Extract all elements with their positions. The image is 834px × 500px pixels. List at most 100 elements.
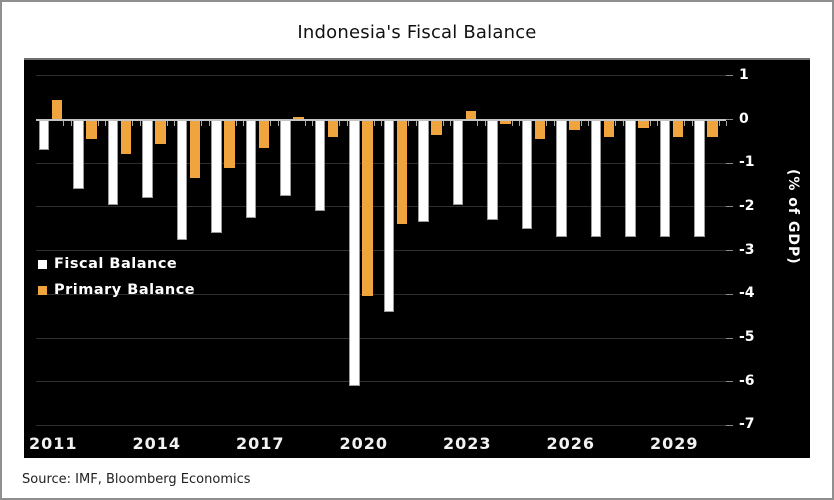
x-tick-mark-a-18 bbox=[684, 120, 685, 126]
bar-fiscal-2018 bbox=[280, 119, 291, 196]
x-tick-mark-b-11 bbox=[450, 120, 451, 126]
y-tick-label--7: -7 bbox=[739, 416, 755, 433]
bar-fiscal-2011 bbox=[38, 119, 49, 151]
legend-item-fiscal-balance: Fiscal Balance bbox=[38, 256, 195, 272]
x-tick-mark-a-2 bbox=[132, 120, 133, 126]
bar-fiscal-2028 bbox=[625, 119, 636, 238]
legend-label-fiscal-balance: Fiscal Balance bbox=[54, 256, 178, 272]
bar-fiscal-2023 bbox=[452, 119, 463, 205]
gridline-y1 bbox=[36, 75, 726, 77]
bar-primary-2018 bbox=[293, 117, 304, 120]
x-tick-mark-a-9 bbox=[373, 120, 375, 126]
y-tick-label-0: 0 bbox=[739, 110, 749, 127]
bar-primary-2028 bbox=[638, 119, 649, 129]
bar-fiscal-2016 bbox=[211, 119, 222, 234]
x-tick-mark-a-3 bbox=[166, 120, 168, 126]
x-tick-label-2020: 2020 bbox=[339, 434, 389, 453]
primary-balance-swatch-icon bbox=[38, 285, 47, 295]
x-tick-mark-a-17 bbox=[649, 120, 651, 126]
x-tick-mark-a-11 bbox=[442, 120, 444, 126]
bar-primary-2016 bbox=[224, 119, 235, 168]
bar-fiscal-2014 bbox=[142, 119, 153, 199]
bar-fiscal-2015 bbox=[176, 119, 187, 240]
gridline-y-6 bbox=[36, 381, 726, 383]
x-tick-label-2011: 2011 bbox=[28, 434, 78, 453]
x-tick-mark-a-19 bbox=[718, 120, 720, 126]
legend-label-primary-balance: Primary Balance bbox=[54, 282, 196, 298]
bar-primary-2027 bbox=[603, 119, 614, 137]
x-tick-label-2017: 2017 bbox=[235, 434, 285, 453]
chart-title: Indonesia's Fiscal Balance bbox=[297, 22, 537, 43]
y-tick-mark--3 bbox=[726, 250, 733, 252]
bar-primary-2011 bbox=[51, 99, 62, 120]
bar-primary-2019 bbox=[327, 119, 338, 137]
x-tick-mark-b-17 bbox=[657, 120, 658, 126]
bar-primary-2023 bbox=[465, 110, 476, 120]
bar-fiscal-2027 bbox=[590, 119, 601, 238]
y-tick-mark-1 bbox=[726, 75, 733, 77]
x-tick-mark-a-15 bbox=[580, 120, 582, 126]
plot-panel: Fiscal Balance Primary Balance (% of GDP… bbox=[24, 58, 810, 458]
x-tick-mark-b-13 bbox=[519, 120, 520, 126]
x-tick-mark-b-15 bbox=[588, 120, 589, 126]
y-tick-label-1: 1 bbox=[739, 66, 749, 83]
zero-axis-line bbox=[36, 118, 726, 121]
fiscal-balance-swatch-icon bbox=[38, 259, 47, 269]
x-tick-mark-a-13 bbox=[511, 120, 513, 126]
x-tick-mark-b-4 bbox=[208, 120, 210, 126]
gridline-y-4 bbox=[36, 293, 726, 295]
bar-primary-2015 bbox=[189, 119, 200, 179]
bar-fiscal-2030 bbox=[694, 119, 705, 238]
bar-primary-2013 bbox=[120, 119, 131, 155]
bar-fiscal-2017 bbox=[245, 119, 256, 218]
y-tick-label--6: -6 bbox=[739, 372, 755, 389]
x-tick-mark-b-9 bbox=[381, 120, 382, 126]
bar-fiscal-2012 bbox=[73, 119, 84, 190]
bar-primary-2020 bbox=[362, 119, 373, 297]
x-tick-mark-b-3 bbox=[174, 120, 175, 126]
bar-primary-2030 bbox=[707, 119, 718, 137]
bar-fiscal-2029 bbox=[659, 119, 670, 238]
bar-primary-2012 bbox=[86, 119, 97, 140]
y-tick-mark--2 bbox=[726, 206, 733, 208]
y-tick-label--5: -5 bbox=[739, 329, 755, 345]
x-tick-mark-b-8 bbox=[346, 120, 348, 126]
bar-primary-2025 bbox=[534, 119, 545, 140]
gridline-y-7 bbox=[36, 424, 726, 426]
gridline-y-2 bbox=[36, 206, 726, 208]
y-tick-label--3: -3 bbox=[739, 241, 755, 258]
x-tick-mark-b-19 bbox=[726, 120, 727, 126]
gridline-y-1 bbox=[36, 162, 726, 164]
source-note: Source: IMF, Bloomberg Economics bbox=[22, 472, 251, 487]
x-tick-mark-a-4 bbox=[201, 120, 202, 126]
y-tick-label--4: -4 bbox=[739, 285, 755, 302]
y-tick-mark-0 bbox=[726, 119, 733, 120]
x-tick-mark-b-7 bbox=[312, 120, 313, 126]
y-tick-mark--4 bbox=[726, 293, 733, 295]
y-axis-title: (% of GDP) bbox=[785, 169, 801, 265]
bar-primary-2022 bbox=[431, 119, 442, 135]
bar-fiscal-2025 bbox=[521, 119, 532, 229]
bar-fiscal-2019 bbox=[314, 119, 325, 212]
x-tick-mark-b-14 bbox=[553, 120, 555, 126]
x-tick-mark-a-6 bbox=[270, 120, 271, 126]
bar-fiscal-2020 bbox=[349, 119, 360, 387]
y-tick-label--2: -2 bbox=[739, 197, 755, 214]
x-tick-mark-a-7 bbox=[304, 120, 306, 126]
x-tick-mark-b-2 bbox=[139, 120, 141, 126]
x-tick-mark-b-1 bbox=[105, 120, 106, 126]
bar-primary-2026 bbox=[569, 119, 580, 131]
x-tick-label-2026: 2026 bbox=[546, 434, 596, 453]
y-tick-mark--7 bbox=[726, 424, 733, 426]
bar-fiscal-2022 bbox=[418, 119, 429, 223]
x-tick-mark-a-0 bbox=[63, 120, 64, 126]
legend-item-primary-balance: Primary Balance bbox=[38, 282, 195, 298]
gridline-y-3 bbox=[36, 250, 726, 252]
x-tick-mark-b-5 bbox=[243, 120, 244, 126]
bar-primary-2029 bbox=[672, 119, 683, 137]
bar-fiscal-2024 bbox=[487, 119, 498, 220]
x-tick-label-2023: 2023 bbox=[442, 434, 492, 453]
x-tick-mark-b-18 bbox=[691, 120, 693, 126]
bar-fiscal-2013 bbox=[107, 119, 118, 205]
